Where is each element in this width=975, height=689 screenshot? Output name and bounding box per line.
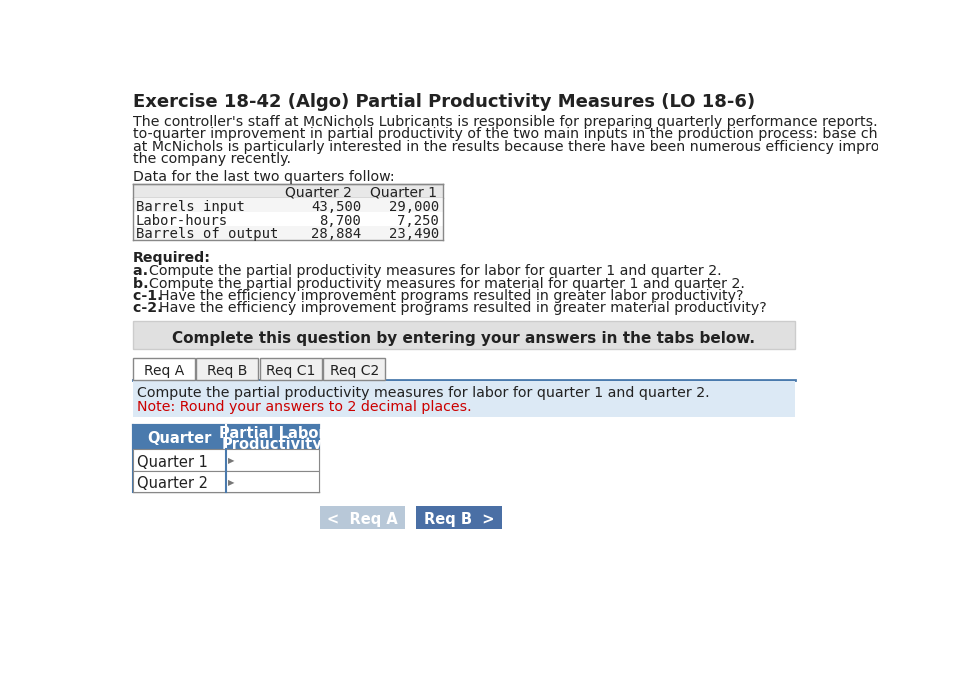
- FancyBboxPatch shape: [133, 321, 796, 349]
- Text: Barrels of output: Barrels of output: [136, 227, 278, 241]
- Text: Barrels input: Barrels input: [136, 200, 245, 214]
- FancyBboxPatch shape: [133, 382, 796, 417]
- Text: The controller's staff at McNichols Lubricants is responsible for preparing quar: The controller's staff at McNichols Lubr…: [133, 115, 975, 129]
- Text: 7,250: 7,250: [397, 214, 439, 227]
- Text: Required:: Required:: [133, 251, 211, 265]
- FancyBboxPatch shape: [196, 358, 258, 380]
- Text: ▶: ▶: [228, 456, 235, 465]
- FancyBboxPatch shape: [133, 358, 195, 380]
- FancyBboxPatch shape: [133, 424, 319, 449]
- Text: Exercise 18-42 (Algo) Partial Productivity Measures (LO 18-6): Exercise 18-42 (Algo) Partial Productivi…: [133, 94, 755, 112]
- Text: Compute the partial productivity measures for labor for quarter 1 and quarter 2.: Compute the partial productivity measure…: [137, 386, 710, 400]
- Text: Quarter: Quarter: [147, 431, 212, 446]
- Text: Req A: Req A: [143, 364, 184, 378]
- Text: Compute the partial productivity measures for material for quarter 1 and quarter: Compute the partial productivity measure…: [148, 277, 745, 291]
- Text: Quarter 2: Quarter 2: [137, 476, 209, 491]
- Text: to-quarter improvement in partial productivity of the two main inputs in the pro: to-quarter improvement in partial produc…: [133, 127, 975, 141]
- Text: <  Req A: < Req A: [327, 511, 398, 526]
- FancyBboxPatch shape: [133, 471, 319, 493]
- FancyBboxPatch shape: [133, 226, 443, 240]
- Text: Data for the last two quarters follow:: Data for the last two quarters follow:: [133, 170, 394, 185]
- Text: the company recently.: the company recently.: [133, 152, 291, 166]
- Text: 8,700: 8,700: [320, 214, 362, 227]
- FancyBboxPatch shape: [133, 212, 443, 226]
- Text: Quarter 2: Quarter 2: [286, 186, 352, 200]
- Text: 28,884: 28,884: [311, 227, 362, 241]
- Text: Note: Round your answers to 2 decimal places.: Note: Round your answers to 2 decimal pl…: [137, 400, 472, 414]
- Text: Labor-hours: Labor-hours: [136, 214, 228, 227]
- Text: Req B  >: Req B >: [424, 511, 494, 526]
- Text: 23,490: 23,490: [389, 227, 439, 241]
- FancyBboxPatch shape: [133, 198, 443, 212]
- Text: Have the efficiency improvement programs resulted in greater material productivi: Have the efficiency improvement programs…: [159, 301, 767, 316]
- Text: 43,500: 43,500: [311, 200, 362, 214]
- Text: c-2.: c-2.: [133, 301, 168, 316]
- Text: Quarter 1: Quarter 1: [137, 455, 209, 470]
- Text: b.: b.: [133, 277, 153, 291]
- FancyBboxPatch shape: [324, 358, 385, 380]
- FancyBboxPatch shape: [320, 506, 405, 529]
- FancyBboxPatch shape: [416, 506, 501, 529]
- Text: Compute the partial productivity measures for labor for quarter 1 and quarter 2.: Compute the partial productivity measure…: [148, 265, 722, 278]
- Text: Productivity: Productivity: [222, 437, 323, 452]
- Text: Partial Labor: Partial Labor: [219, 426, 326, 441]
- Text: Req C2: Req C2: [330, 364, 379, 378]
- Text: a.: a.: [133, 265, 153, 278]
- FancyBboxPatch shape: [133, 449, 319, 471]
- FancyBboxPatch shape: [133, 185, 443, 198]
- Text: Complete this question by entering your answers in the tabs below.: Complete this question by entering your …: [173, 331, 756, 346]
- FancyBboxPatch shape: [259, 358, 322, 380]
- Text: ▶: ▶: [228, 477, 235, 486]
- Text: Quarter 1: Quarter 1: [370, 186, 438, 200]
- Text: Have the efficiency improvement programs resulted in greater labor productivity?: Have the efficiency improvement programs…: [159, 289, 744, 303]
- Text: at McNichols is particularly interested in the results because there have been n: at McNichols is particularly interested …: [133, 140, 975, 154]
- Text: 29,000: 29,000: [389, 200, 439, 214]
- Text: Req B: Req B: [207, 364, 248, 378]
- Text: c-1.: c-1.: [133, 289, 168, 303]
- Text: Req C1: Req C1: [266, 364, 316, 378]
